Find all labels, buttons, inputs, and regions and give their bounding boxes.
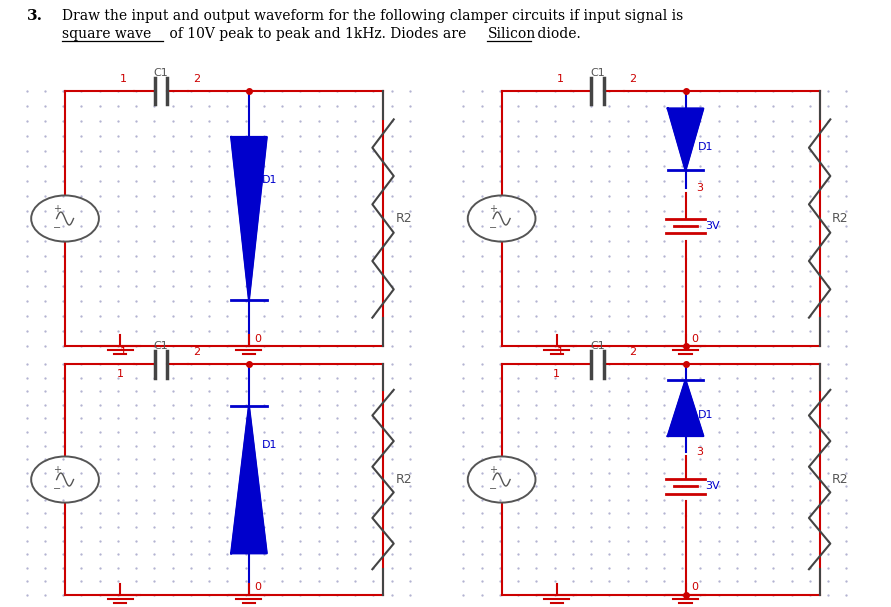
Text: R2: R2 — [396, 473, 413, 486]
Text: 3.: 3. — [27, 9, 43, 23]
Text: D1: D1 — [698, 142, 714, 152]
Text: 1: 1 — [557, 347, 563, 357]
Text: D1: D1 — [698, 410, 714, 420]
Text: 1: 1 — [553, 369, 560, 379]
Text: D1: D1 — [261, 175, 277, 185]
Text: 0: 0 — [691, 334, 698, 344]
Text: square wave: square wave — [62, 27, 151, 41]
Text: 3: 3 — [696, 447, 703, 457]
Text: 2: 2 — [630, 74, 637, 84]
Text: 3: 3 — [696, 183, 703, 193]
Text: 3V: 3V — [705, 221, 720, 231]
Text: 0: 0 — [254, 583, 261, 592]
Text: C1: C1 — [590, 68, 605, 78]
Polygon shape — [231, 137, 266, 300]
Text: D1: D1 — [261, 440, 277, 450]
Text: R2: R2 — [832, 212, 849, 225]
Text: 2: 2 — [630, 347, 637, 357]
Text: of 10V peak to peak and 1kHz. Diodes are: of 10V peak to peak and 1kHz. Diodes are — [165, 27, 470, 41]
Text: −: − — [489, 223, 497, 233]
Text: 1: 1 — [557, 74, 563, 84]
Text: R2: R2 — [832, 473, 849, 486]
Text: −: − — [53, 484, 61, 494]
Text: Draw the input and output waveform for the following clamper circuits if input s: Draw the input and output waveform for t… — [62, 9, 683, 23]
Text: C1: C1 — [153, 68, 168, 78]
Polygon shape — [231, 405, 266, 554]
Text: 2: 2 — [193, 347, 200, 357]
Text: +: + — [489, 204, 497, 214]
Polygon shape — [667, 380, 703, 436]
Text: −: − — [53, 223, 61, 233]
Polygon shape — [667, 109, 703, 171]
Text: 3V: 3V — [705, 481, 720, 492]
Text: diode.: diode. — [533, 27, 581, 41]
Text: 1: 1 — [120, 347, 127, 357]
Text: +: + — [53, 204, 61, 214]
Text: R2: R2 — [396, 212, 413, 225]
Text: −: − — [489, 484, 497, 494]
Text: 0: 0 — [691, 583, 698, 592]
Text: Silicon: Silicon — [487, 27, 535, 41]
Text: 2: 2 — [193, 74, 200, 84]
Text: 1: 1 — [117, 369, 124, 379]
Text: +: + — [489, 465, 497, 475]
Text: C1: C1 — [590, 341, 605, 351]
Text: 0: 0 — [254, 334, 261, 344]
Text: 1: 1 — [120, 74, 127, 84]
Text: +: + — [53, 465, 61, 475]
Text: C1: C1 — [153, 341, 168, 351]
